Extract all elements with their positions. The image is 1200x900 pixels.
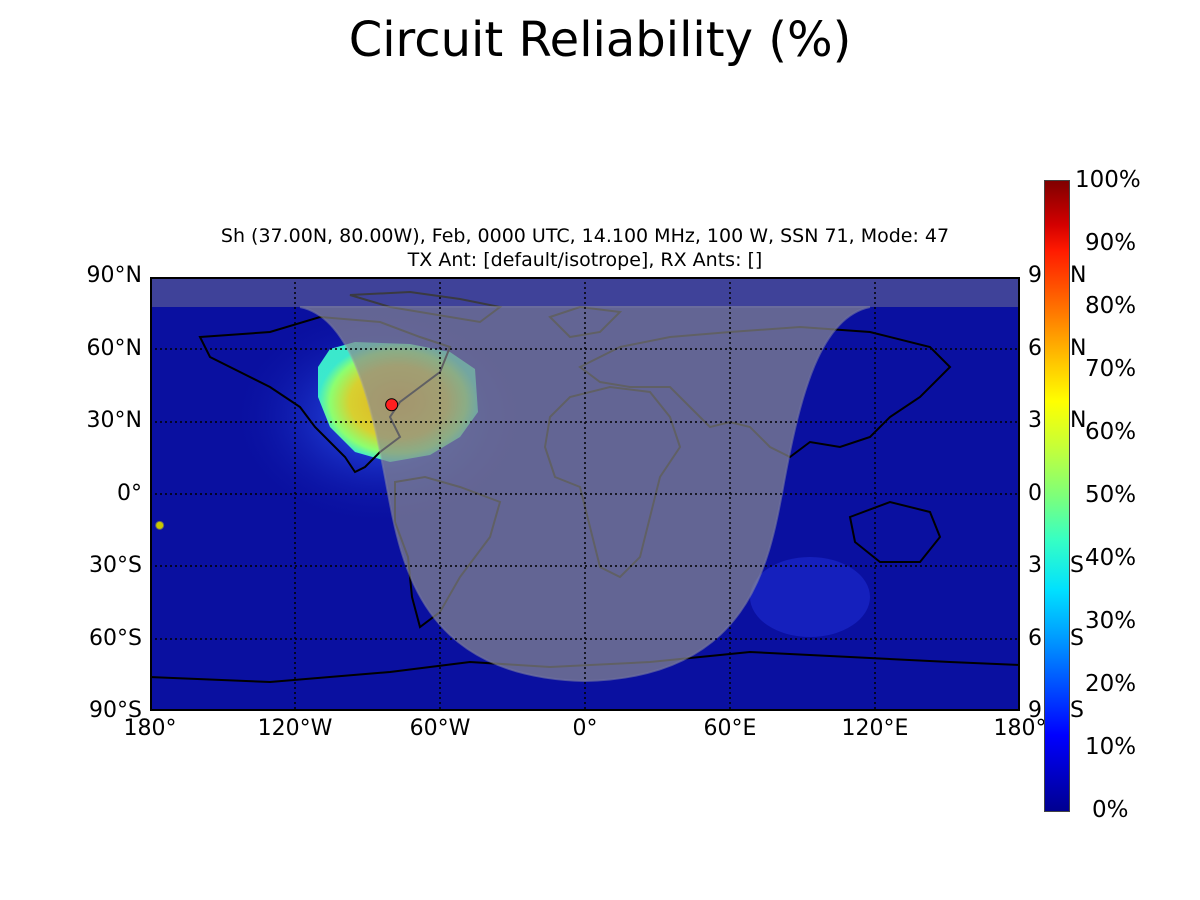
lat-label-right: 9 — [1028, 263, 1042, 288]
lon-label: 120°W — [257, 716, 333, 741]
lat-label-right-suffix: S — [1070, 626, 1084, 651]
colorbar-tick-label: 10% — [1085, 734, 1137, 760]
lat-label-right: 9 — [1028, 698, 1042, 723]
colorbar-tick-label: 100% — [1075, 167, 1141, 193]
colorbar-tick-label: 40% — [1085, 545, 1137, 571]
lon-label: 180° — [993, 716, 1047, 741]
map-subtitle-parameters: Sh (37.00N, 80.00W), Feb, 0000 UTC, 14.1… — [220, 225, 950, 247]
lon-label: 120°E — [841, 716, 909, 741]
lat-label-right: 0 — [1028, 481, 1042, 506]
lat-label-right-suffix: N — [1070, 263, 1087, 288]
lat-label-right: 3 — [1028, 408, 1042, 433]
lon-label: 60°E — [703, 716, 757, 741]
colorbar-tick-label: 90% — [1085, 230, 1137, 256]
lat-label-right-suffix: S — [1070, 553, 1084, 578]
receiver-marker[interactable] — [155, 520, 165, 530]
lat-label-left: 90°N — [86, 263, 142, 288]
lat-label-right: 3 — [1028, 553, 1042, 578]
map-subtitle-antennas: TX Ant: [default/isotrope], RX Ants: [] — [407, 249, 763, 271]
transmitter-marker[interactable] — [385, 398, 399, 412]
night-region-top — [152, 279, 1018, 681]
lat-label-right-suffix: N — [1070, 336, 1087, 361]
colorbar-tick-label: 80% — [1085, 293, 1137, 319]
reliability-map[interactable] — [150, 277, 1020, 711]
lat-label-left: 30°S — [89, 553, 142, 578]
lat-label-right: 6 — [1028, 626, 1042, 651]
high-reliability-region — [318, 342, 478, 462]
lon-label: 180° — [123, 716, 177, 741]
coastlines — [152, 290, 1018, 684]
colorbar-tick-label: 60% — [1085, 419, 1137, 445]
lat-label-left: 30°N — [86, 408, 142, 433]
lat-label-left: 90°S — [89, 698, 142, 723]
map-canvas — [152, 279, 1018, 709]
graticule — [152, 279, 1018, 709]
lat-label-right-suffix: N — [1070, 408, 1087, 433]
colorbar — [1044, 180, 1070, 812]
lat-label-left: 60°S — [89, 626, 142, 651]
lon-label: 60°W — [409, 716, 471, 741]
lat-label-right: 6 — [1028, 336, 1042, 361]
colorbar-tick-label: 0% — [1092, 797, 1129, 823]
colorbar-tick-label: 20% — [1085, 671, 1137, 697]
colorbar-tick-label: 70% — [1085, 356, 1137, 382]
lat-label-left: 60°N — [86, 336, 142, 361]
chart-title: Circuit Reliability (%) — [348, 12, 852, 68]
lat-label-right-suffix: S — [1070, 698, 1084, 723]
southern-coverage-patch — [750, 557, 870, 637]
colorbar-tick-label: 30% — [1085, 608, 1137, 634]
lon-label: 0° — [572, 716, 598, 741]
colorbar-tick-label: 50% — [1085, 482, 1137, 508]
lat-label-left: 0° — [117, 481, 142, 506]
